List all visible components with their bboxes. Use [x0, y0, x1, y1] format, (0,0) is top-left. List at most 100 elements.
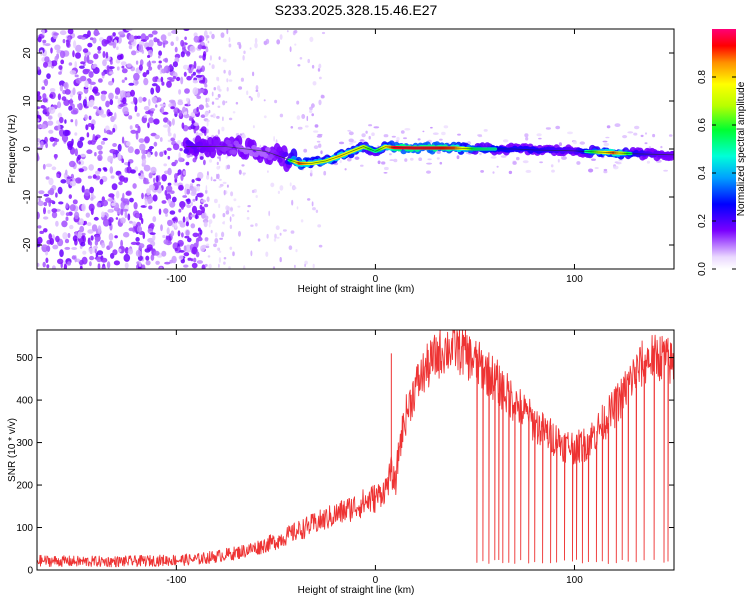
noise-blob	[80, 241, 86, 247]
noise-blob	[127, 248, 134, 255]
noise-blob	[56, 101, 62, 109]
noise-blob	[74, 74, 79, 78]
noise-blob	[165, 185, 173, 193]
noise-blob	[169, 210, 176, 215]
noise-blob	[89, 255, 95, 261]
noise-blob	[89, 81, 96, 86]
noise-blob	[101, 199, 108, 207]
noise-blob	[110, 60, 113, 65]
noise-blob	[323, 170, 327, 176]
noise-blob	[243, 265, 246, 269]
spectrogram-x-axis-label: Height of straight line (km)	[298, 284, 415, 295]
noise-blob	[135, 132, 139, 140]
noise-blob	[218, 250, 222, 253]
noise-blob	[171, 118, 175, 126]
noise-blob	[121, 158, 124, 163]
noise-blob	[174, 173, 178, 180]
noise-blob	[226, 184, 229, 188]
snr-y-axis-label: SNR (10 * v/v)	[7, 418, 18, 482]
noise-blob	[208, 219, 213, 225]
noise-blob	[60, 59, 65, 65]
noise-blob	[55, 138, 60, 142]
noise-blob	[87, 59, 94, 64]
noise-blob	[61, 96, 67, 101]
noise-blob	[229, 224, 233, 229]
noise-blob	[277, 190, 280, 194]
noise-blob	[243, 50, 246, 55]
noise-blob	[170, 106, 175, 110]
noise-blob	[98, 150, 103, 155]
noise-blob	[79, 136, 85, 141]
noise-blob	[207, 255, 211, 258]
noise-blob	[121, 65, 125, 69]
noise-blob	[40, 140, 44, 148]
noise-blob	[88, 115, 92, 121]
noise-blob	[128, 115, 133, 120]
noise-blob	[217, 93, 221, 98]
noise-blob	[55, 235, 60, 243]
snr-line	[37, 330, 674, 568]
noise-blob	[66, 178, 71, 185]
noise-blob	[286, 30, 289, 33]
noise-blob	[87, 123, 93, 127]
noise-blob	[155, 97, 162, 103]
noise-blob	[536, 133, 542, 137]
noise-blob	[86, 149, 93, 154]
noise-blob	[142, 97, 147, 102]
noise-blob	[37, 106, 41, 110]
noise-blob	[138, 64, 143, 71]
noise-blob	[215, 97, 219, 100]
noise-blob	[57, 186, 63, 195]
noise-blob	[45, 257, 49, 264]
noise-blob	[177, 100, 184, 106]
spectrogram-y-ticks: -20 -10 0 10 20	[22, 47, 674, 252]
noise-blob	[223, 257, 227, 260]
snr-marks	[37, 330, 674, 568]
noise-blob	[199, 204, 203, 210]
noise-blob	[100, 93, 106, 102]
noise-blob	[102, 218, 110, 227]
noise-blob	[106, 65, 110, 73]
snr-panel: -100 0 100 0 100 200 300 400 500 Height of stra…	[7, 329, 675, 596]
noise-blob	[64, 89, 71, 95]
noise-blob	[135, 60, 139, 65]
noise-blob	[225, 205, 230, 211]
noise-blob	[129, 125, 133, 130]
noise-blob	[179, 201, 186, 208]
noise-blob	[138, 138, 145, 144]
noise-blob	[228, 117, 233, 121]
noise-blob	[123, 177, 128, 184]
noise-blob	[75, 52, 81, 59]
noise-blob	[121, 136, 125, 144]
noise-blob	[100, 140, 105, 145]
noise-blob	[163, 163, 167, 167]
noise-blob	[206, 119, 210, 123]
noise-blob	[131, 50, 137, 56]
noise-blob	[143, 164, 151, 172]
noise-blob	[208, 62, 211, 66]
noise-blob	[44, 43, 51, 47]
noise-blob	[109, 149, 116, 154]
noise-blob	[135, 237, 140, 242]
noise-blob	[148, 33, 154, 38]
noise-blob	[84, 188, 91, 197]
noise-blob	[205, 245, 210, 249]
y-tick-label: -20	[22, 237, 33, 252]
noise-blob	[187, 257, 192, 261]
noise-blob	[45, 176, 50, 180]
noise-blob	[344, 168, 347, 171]
noise-blob	[106, 261, 111, 269]
noise-blob	[124, 262, 129, 269]
noise-blob	[213, 87, 217, 91]
noise-blob	[86, 222, 92, 227]
noise-blob	[87, 175, 92, 179]
noise-blob	[98, 108, 104, 116]
noise-blob	[178, 208, 182, 213]
noise-blob	[57, 112, 62, 119]
noise-blob	[230, 191, 234, 197]
noise-blob	[183, 111, 188, 116]
noise-blob	[250, 97, 253, 101]
y-tick-label: 500	[16, 353, 33, 364]
noise-blob	[191, 246, 198, 255]
